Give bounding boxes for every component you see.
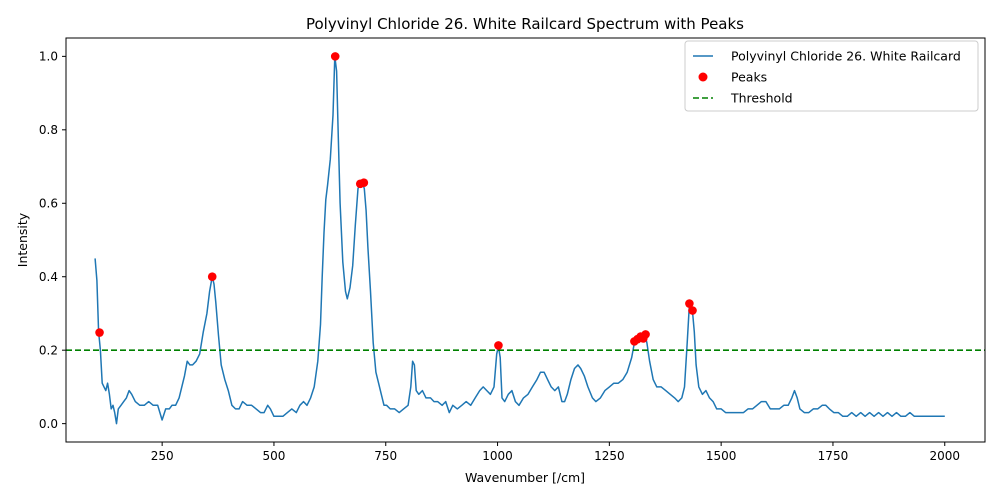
y-tick-label: 0.0 (39, 417, 58, 431)
legend-label-peaks: Peaks (731, 70, 767, 85)
y-tick-label: 1.0 (39, 50, 58, 64)
legend-label-threshold: Threshold (730, 91, 793, 106)
y-axis-label: Intensity (15, 212, 30, 267)
plot-area (66, 52, 985, 425)
x-tick-label: 1500 (706, 449, 737, 463)
axes-frame (65, 37, 986, 443)
peak-point (330, 52, 340, 61)
peak-point (688, 306, 697, 315)
x-tick-label: 1250 (594, 449, 625, 463)
x-tick-label: 1750 (818, 449, 849, 463)
x-axis-label: Wavenumber [/cm] (465, 470, 585, 485)
y-tick-label: 0.8 (39, 123, 58, 137)
peak-point (494, 341, 503, 350)
y-tick-label: 0.4 (39, 270, 58, 284)
y-tick-label: 0.2 (39, 343, 58, 357)
chart-title: Polyvinyl Chloride 26. White Railcard Sp… (306, 15, 744, 33)
x-tick-label: 500 (262, 449, 285, 463)
peak-point (641, 330, 650, 339)
y-tick-label: 0.6 (39, 197, 58, 211)
legend-frame (684, 40, 979, 112)
x-tick-label: 2000 (929, 449, 960, 463)
peak-point (95, 328, 104, 337)
x-tick-label: 750 (374, 449, 397, 463)
peak-point (685, 299, 694, 308)
legend: Polyvinyl Chloride 26. White Railcard Pe… (684, 40, 979, 112)
spectrum-line (94, 55, 945, 425)
legend-peak-swatch (698, 72, 708, 82)
legend-label-spectrum: Polyvinyl Chloride 26. White Railcard (731, 49, 961, 64)
peak-point (359, 178, 369, 188)
x-tick-label: 250 (151, 449, 174, 463)
peak-point (207, 272, 217, 282)
x-tick-label: 1000 (482, 449, 513, 463)
axes: 250 500 750 1000 1250 1500 1750 2000 0.0 0.2 0.4 0.… (39, 37, 986, 463)
